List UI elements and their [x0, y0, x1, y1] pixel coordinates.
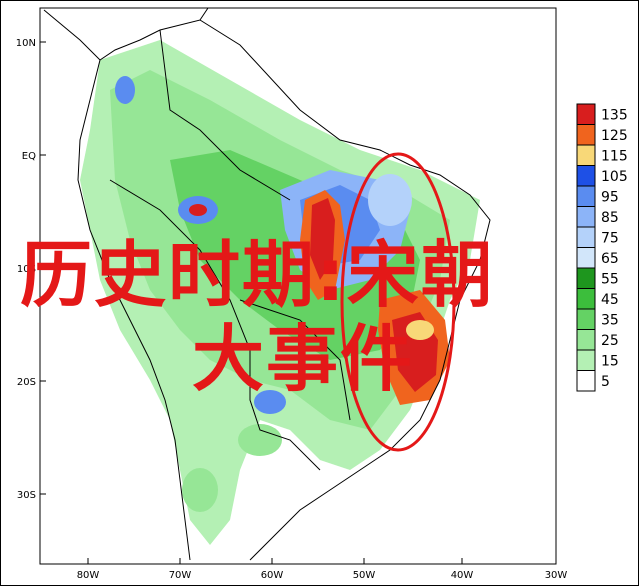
- green-patch-far-south: [182, 468, 218, 512]
- isthmus: [199, 8, 209, 21]
- lon-label-60w: 60W: [261, 570, 284, 581]
- border-1: [159, 29, 291, 201]
- lat-label-10s: 10S: [17, 264, 36, 275]
- legend-swatch: [576, 288, 596, 310]
- legend-swatch: [576, 329, 596, 351]
- legend-swatch: [576, 247, 596, 269]
- axis-ticks: [40, 41, 557, 564]
- legend-label: 55: [601, 271, 619, 287]
- legend-label: 75: [601, 230, 619, 246]
- border-3: [239, 299, 351, 421]
- overlay-title-line2: 大事件: [192, 317, 415, 401]
- green-patch-south: [238, 424, 282, 456]
- legend-label: 65: [601, 251, 619, 267]
- red-region-central: [310, 198, 335, 280]
- yellow-patch-east: [406, 320, 434, 340]
- lat-label-eq: EQ: [22, 151, 36, 162]
- legend-swatch: [576, 124, 596, 146]
- legend-swatch: [576, 308, 596, 330]
- legend-swatch: [576, 185, 596, 207]
- east-coast: [43, 9, 491, 561]
- legend-label: 15: [601, 353, 619, 369]
- light-blue-patch-northeast: [368, 174, 412, 226]
- legend-label: 5: [601, 374, 610, 390]
- legend-label: 85: [601, 210, 619, 226]
- blue-patch-south: [254, 390, 286, 414]
- shaded-field: [80, 40, 480, 545]
- lon-label-80w: 80W: [77, 570, 100, 581]
- legend-swatch: [576, 370, 596, 392]
- lon-label-70w: 70W: [169, 570, 192, 581]
- legend-swatch: [576, 206, 596, 228]
- highlight-circle: [340, 152, 456, 452]
- lat-label-30s: 30S: [17, 490, 36, 501]
- lat-label-20s: 20S: [17, 377, 36, 388]
- color-legend: 135 125 115 105 95 85 75 65 55 45 35 25 15 5: [576, 103, 628, 392]
- overlay-title-line1: 历史时期:宋朝: [20, 233, 495, 317]
- legend-label: 25: [601, 333, 619, 349]
- legend-label: 135: [601, 107, 628, 123]
- blue-patch-north: [115, 76, 135, 104]
- legend-label: 105: [601, 169, 628, 185]
- legend-swatch: [576, 144, 596, 166]
- lon-label-30w: 30W: [545, 570, 568, 581]
- border-2: [109, 179, 321, 471]
- legend-swatch: [576, 267, 596, 289]
- lon-label-40w: 40W: [451, 570, 474, 581]
- legend-label: 125: [601, 128, 628, 144]
- legend-swatch: [576, 349, 596, 371]
- legend-label: 95: [601, 189, 619, 205]
- legend-swatch: [576, 103, 596, 125]
- red-patch-west: [189, 204, 207, 216]
- legend-label: 35: [601, 312, 619, 328]
- lon-label-50w: 50W: [353, 570, 376, 581]
- legend-swatch: [576, 226, 596, 248]
- lat-label-10n: 10N: [16, 38, 36, 49]
- coastlines: [43, 8, 491, 561]
- legend-label: 45: [601, 292, 619, 308]
- west-coast: [77, 59, 191, 561]
- legend-label: 115: [601, 148, 628, 164]
- legend-swatch: [576, 165, 596, 187]
